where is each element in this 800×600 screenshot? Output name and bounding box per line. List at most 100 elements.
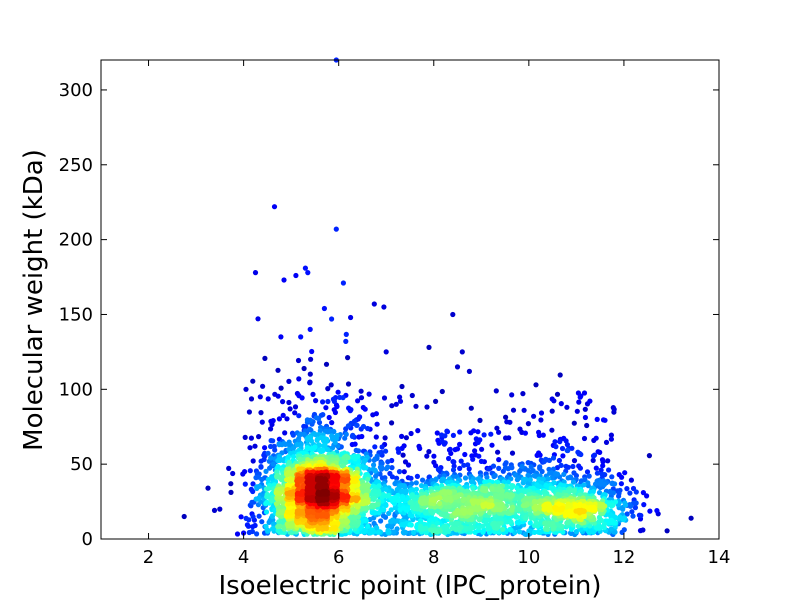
data-point — [507, 526, 513, 532]
data-point — [334, 432, 340, 439]
data-point — [497, 486, 503, 492]
data-point — [263, 468, 269, 474]
data-point — [521, 407, 527, 413]
data-point — [284, 477, 290, 483]
data-point — [436, 495, 442, 501]
data-point — [421, 498, 427, 504]
data-point — [574, 408, 580, 414]
data-point — [630, 485, 637, 492]
data-point — [606, 467, 612, 473]
data-point — [364, 499, 370, 505]
data-point — [362, 529, 368, 535]
data-point — [543, 482, 549, 488]
data-point — [389, 465, 395, 471]
data-point — [605, 518, 611, 524]
data-point — [503, 414, 509, 420]
data-point — [454, 520, 460, 527]
data-point — [374, 479, 380, 485]
data-point — [602, 417, 608, 423]
data-point — [514, 514, 520, 520]
data-point — [378, 518, 384, 524]
data-point — [340, 280, 346, 286]
data-point — [275, 367, 281, 373]
data-point — [399, 445, 405, 451]
data-point — [324, 512, 330, 519]
data-point — [459, 349, 465, 355]
data-point — [397, 398, 404, 404]
data-point — [400, 452, 406, 458]
data-point — [559, 445, 566, 452]
data-point — [607, 488, 613, 495]
data-point — [349, 433, 355, 439]
data-point — [415, 428, 421, 434]
data-point — [539, 468, 545, 475]
data-point — [531, 413, 537, 419]
data-point — [577, 394, 583, 400]
data-point — [394, 486, 400, 493]
data-point — [464, 484, 470, 490]
data-point — [603, 439, 610, 445]
data-point — [541, 503, 547, 509]
data-point — [408, 499, 414, 505]
data-point — [304, 446, 310, 452]
data-point — [664, 528, 670, 534]
data-point — [414, 473, 420, 479]
data-point — [375, 529, 381, 535]
data-point — [371, 495, 377, 502]
data-point — [488, 431, 494, 437]
data-point — [447, 446, 453, 452]
data-point — [569, 445, 575, 451]
data-point — [275, 524, 281, 530]
data-point — [181, 513, 187, 520]
data-point — [373, 434, 379, 440]
data-point — [401, 529, 407, 535]
data-point — [318, 449, 324, 455]
data-point — [510, 407, 517, 413]
data-point — [596, 518, 602, 525]
data-point — [458, 492, 464, 498]
data-point — [448, 520, 455, 526]
data-point — [609, 480, 615, 487]
data-point — [331, 428, 337, 434]
data-point — [270, 418, 276, 424]
data-point — [343, 338, 349, 344]
data-point — [342, 519, 348, 525]
data-point — [586, 506, 592, 512]
data-point — [377, 464, 383, 470]
data-point — [394, 475, 400, 481]
data-point — [265, 528, 271, 534]
data-point — [312, 444, 318, 450]
data-point — [258, 464, 264, 470]
data-point — [305, 270, 311, 276]
data-point — [314, 513, 320, 520]
data-point — [568, 526, 575, 532]
data-point — [249, 499, 255, 505]
data-point — [540, 476, 546, 482]
data-point — [608, 436, 615, 442]
data-point — [450, 311, 456, 318]
data-point — [302, 265, 308, 271]
data-point — [644, 493, 650, 499]
data-point — [397, 394, 403, 400]
data-point — [292, 410, 298, 416]
data-point — [353, 498, 359, 504]
data-point — [385, 459, 391, 465]
data-point — [546, 501, 552, 507]
data-point — [417, 445, 423, 452]
data-point — [479, 446, 485, 452]
data-point — [610, 502, 616, 508]
data-point — [457, 441, 463, 447]
data-point — [559, 523, 565, 529]
data-point — [616, 490, 622, 496]
data-point — [581, 390, 588, 396]
data-point — [413, 403, 419, 409]
data-point — [584, 469, 591, 475]
data-point — [426, 344, 432, 350]
data-point — [561, 471, 567, 477]
data-point — [403, 488, 409, 494]
data-point — [271, 204, 278, 210]
data-point — [628, 477, 635, 483]
data-point — [372, 488, 378, 494]
data-point — [433, 463, 439, 469]
data-point — [523, 515, 529, 522]
